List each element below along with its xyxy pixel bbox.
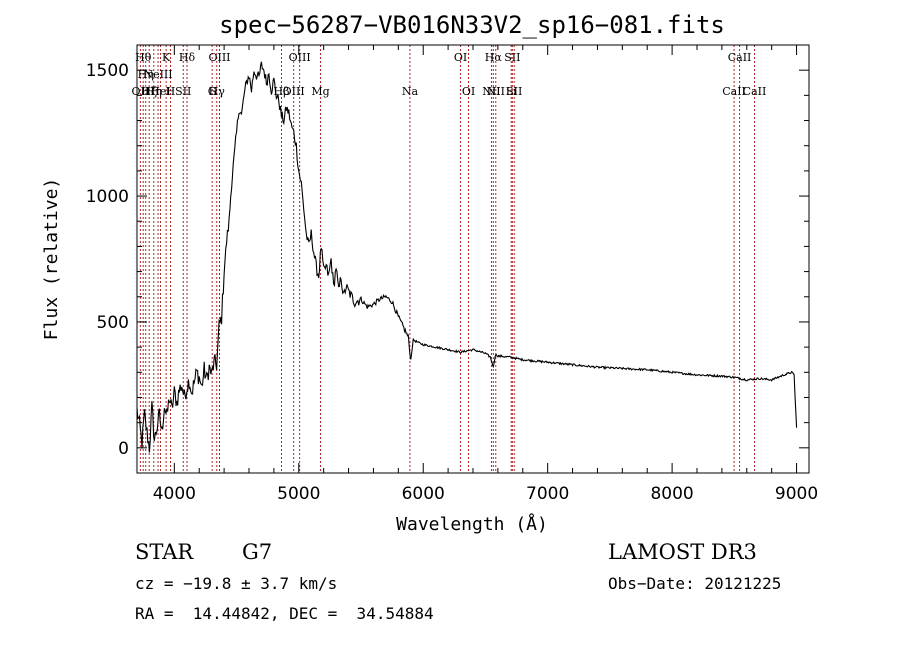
spectral-line-label: CaII (728, 51, 752, 64)
spectral-line-label: CaII (743, 85, 767, 98)
spectral-line-label: Hζ (141, 85, 157, 98)
y-tick-label: 1000 (86, 187, 129, 207)
spectral-line-label: Hη (146, 85, 162, 98)
y-tick-label: 500 (97, 313, 129, 333)
axis-ticks (137, 44, 809, 474)
x-tick-label: 9000 (775, 484, 818, 504)
spectral-subclass: G7 (242, 540, 273, 564)
spectral-line-label: OII (132, 85, 150, 98)
y-axis-label: Flux (relative) (41, 178, 62, 341)
spectral-line-label: NII (487, 85, 505, 98)
coordinates: RA = 14.44842, DEC = 34.54884 (135, 604, 434, 623)
spectral-line-markers (139, 45, 755, 473)
spectral-line-label: Hη (138, 68, 154, 81)
redshift-cz: cz = −19.8 ± 3.7 km/s (135, 574, 338, 593)
axis-tick-labels: 4000 5000 6000 7000 8000 9000 0 500 1000 1500 (86, 61, 818, 504)
spectral-line-label: SII (506, 85, 522, 98)
spectral-line-label: OIII (208, 51, 230, 64)
x-axis-label: Wavelength (Å) (396, 513, 548, 535)
spectral-line-label: Mg (311, 85, 329, 98)
spectral-line-label: K (162, 51, 171, 64)
spectral-line-label: Hθ (135, 51, 152, 64)
y-tick-label: 0 (118, 439, 129, 459)
spectral-line-label: NII (482, 85, 500, 98)
x-tick-label: 8000 (650, 484, 693, 504)
y-tick-label: 1500 (86, 61, 129, 81)
spectral-line-label: OI (454, 51, 467, 64)
x-tick-label: 6000 (402, 484, 445, 504)
x-tick-label: 7000 (526, 484, 569, 504)
spectral-line-label: Hγ (209, 85, 226, 98)
spectral-line-label: SII (175, 85, 191, 98)
spectral-line-label: CaII (722, 85, 746, 98)
spectral-line-label: H (166, 85, 176, 98)
spectral-line-label: NeIII (143, 68, 172, 81)
spectral-class: STAR (135, 540, 194, 564)
spectral-line-label: Hα (485, 51, 503, 64)
spectral-line-label: SII (504, 51, 520, 64)
x-tick-label: 4000 (153, 484, 196, 504)
spectral-line-label: Li (506, 85, 517, 98)
spectral-line-label: HeI (150, 85, 170, 98)
spectrum-line (136, 61, 798, 453)
observation-date: Obs−Date: 20121225 (608, 574, 782, 593)
spectral-line-label: OIII (289, 51, 311, 64)
x-tick-label: 5000 (277, 484, 320, 504)
spectral-line-label: OI (462, 85, 475, 98)
chart-title: spec−56287−VB016N33V2_sp16−081.fits (219, 11, 725, 39)
spectral-line-label: G (208, 85, 217, 98)
spectral-line-label: OIII (283, 85, 305, 98)
spectral-line-label: Na (402, 85, 419, 98)
spectral-line-label: Hδ (179, 51, 196, 64)
survey-name: LAMOST DR3 (608, 540, 757, 564)
plot-frame (136, 44, 810, 474)
